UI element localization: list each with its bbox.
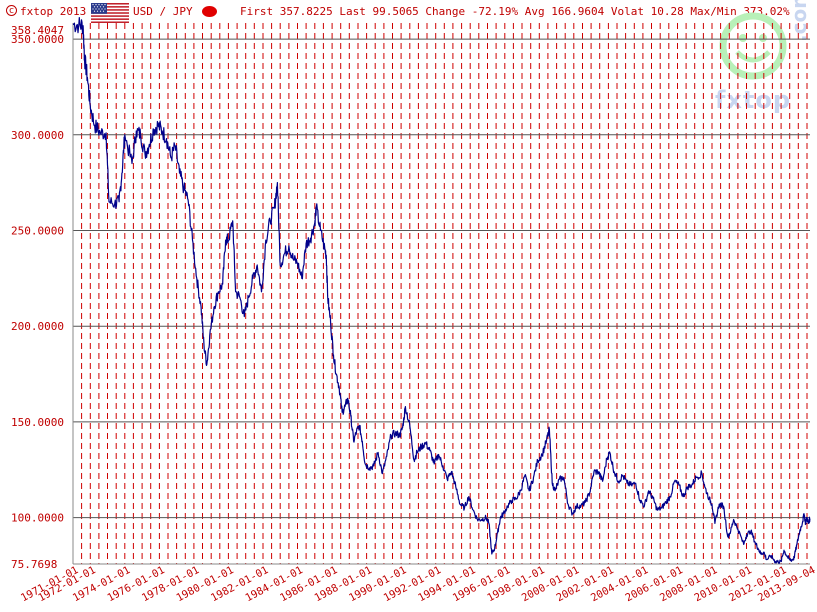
copyright-text: fxtop 2013 [20,5,87,18]
y-tick-label: 350.0000 [11,33,64,46]
y-tick-label: 75.7698 [11,558,57,571]
y-tick-label: 150.0000 [11,416,64,429]
y-tick-label: 100.0000 [11,512,64,525]
chart-header: c fxtop 2013 USD / JPY [0,0,817,23]
stats-text: First 357.8225 Last 99.5065 Change -72.1… [240,5,790,18]
plot-frame [72,23,810,565]
vertical-grid [72,23,808,564]
series-layer [72,17,811,564]
y-tick-label: 300.0000 [11,129,64,142]
us-flag-icon [91,3,129,23]
horizontal-grid [73,38,810,519]
x-axis-labels: 1971-01-011972-01-011974-01-011976-01-01… [19,564,817,604]
copyright-icon: c [6,5,17,16]
currency-pair: USD / JPY [133,5,193,18]
series-line [72,17,811,564]
red-dot-icon [202,6,217,17]
y-tick-label: 200.0000 [11,320,64,333]
y-tick-label: 250.0000 [11,225,64,238]
y-tick-label: 358.4047 [11,24,64,37]
